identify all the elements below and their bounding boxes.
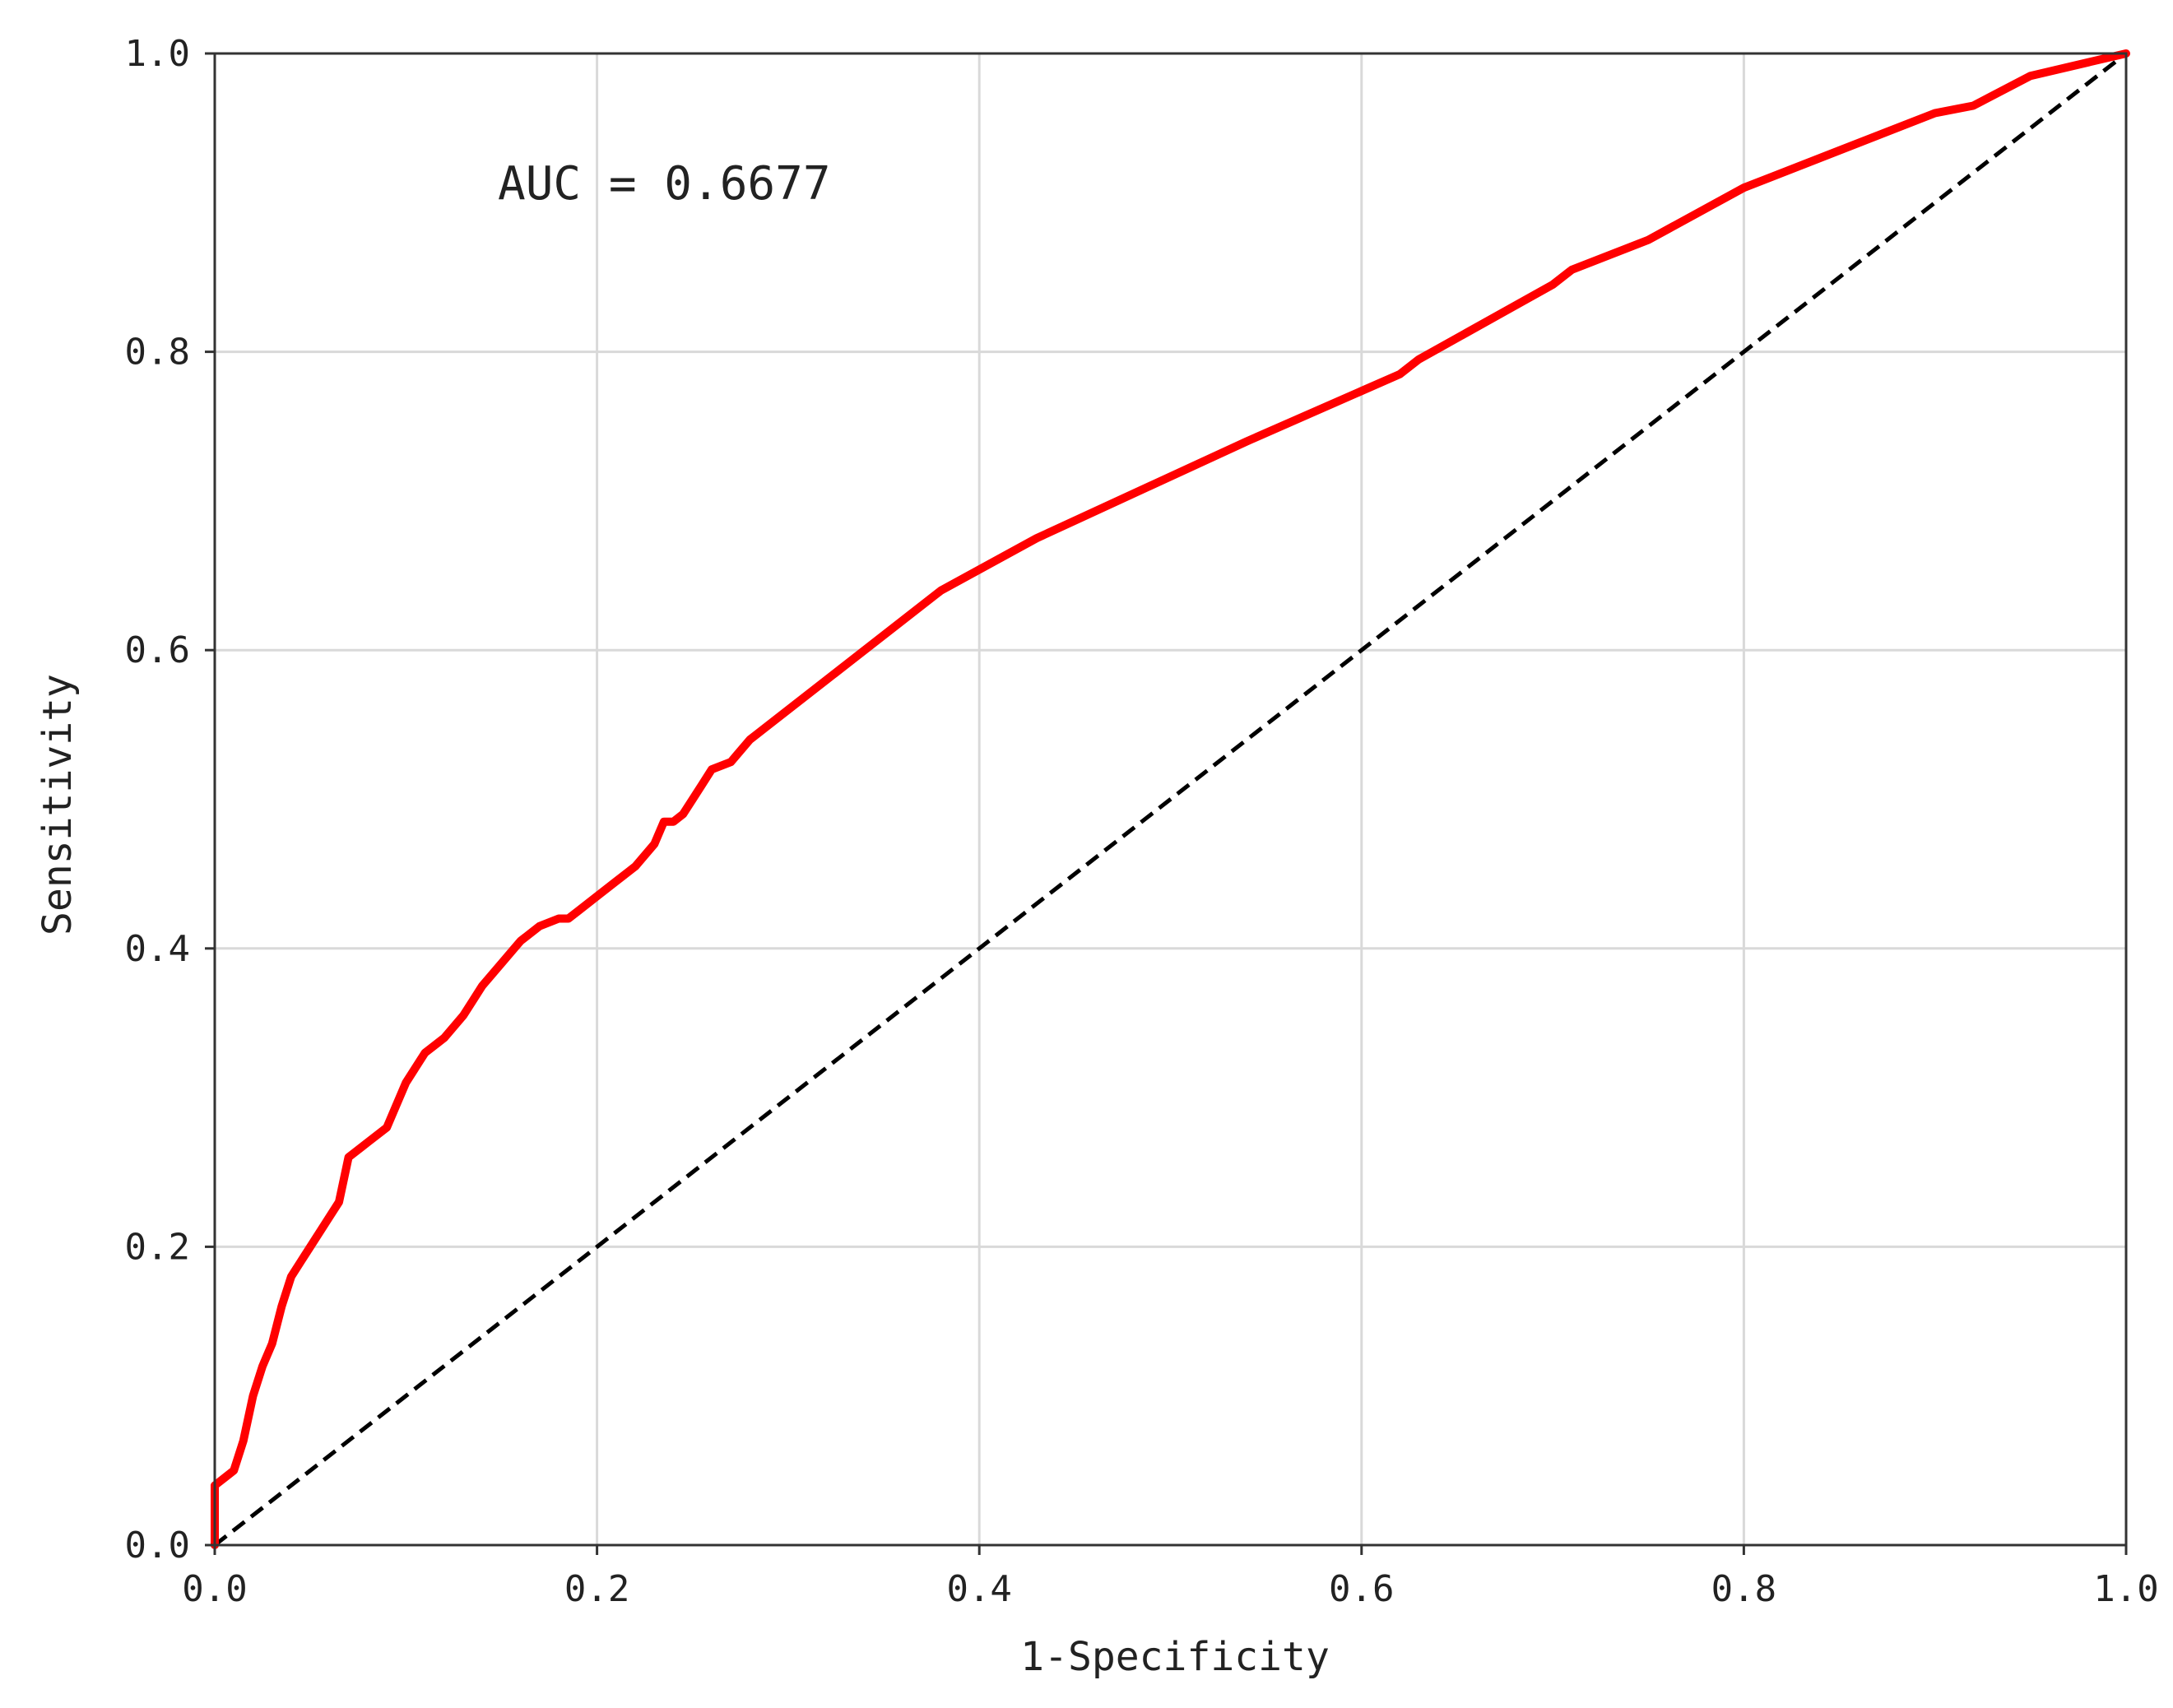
- y-tick-label: 0.0: [125, 1525, 190, 1566]
- x-tick-label: 0.8: [1711, 1568, 1776, 1610]
- x-tick-label: 0.0: [182, 1568, 247, 1610]
- auc-annotation: AUC = 0.6677: [498, 157, 831, 211]
- y-tick-label: 0.8: [125, 332, 190, 374]
- plot-border: [213, 52, 2128, 1547]
- y-tick-label: 0.2: [125, 1226, 190, 1268]
- tick-labels: 0.0 0.2 0.4 0.6 0.8 1.0 0.0 0.2 0.4 0.6 0.8 1.0: [125, 33, 2159, 1610]
- roc-curve-layer: [211, 49, 2130, 1549]
- x-tick-label: 0.4: [946, 1568, 1011, 1610]
- x-tick-label: 1.0: [2093, 1568, 2158, 1610]
- roc-curve: [211, 49, 2130, 1549]
- reference-diagonal: [213, 52, 2128, 1547]
- y-tick-label: 0.4: [125, 928, 190, 970]
- y-axis-label: Sensitivity: [35, 674, 81, 935]
- x-tick-label: 0.6: [1329, 1568, 1394, 1610]
- y-tick-label: 1.0: [125, 33, 190, 75]
- x-tick-label: 0.2: [564, 1568, 629, 1610]
- reference-line: [213, 52, 2128, 1547]
- x-axis-label: 1-Specificity: [1020, 1634, 1330, 1680]
- y-tick-label: 0.6: [125, 629, 190, 671]
- plot-frame: [205, 52, 2128, 1555]
